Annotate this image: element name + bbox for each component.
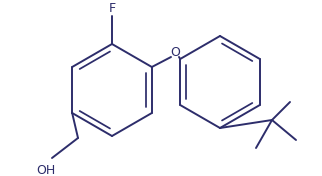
Text: OH: OH <box>36 164 56 176</box>
Text: O: O <box>170 46 180 58</box>
Text: F: F <box>109 2 116 14</box>
